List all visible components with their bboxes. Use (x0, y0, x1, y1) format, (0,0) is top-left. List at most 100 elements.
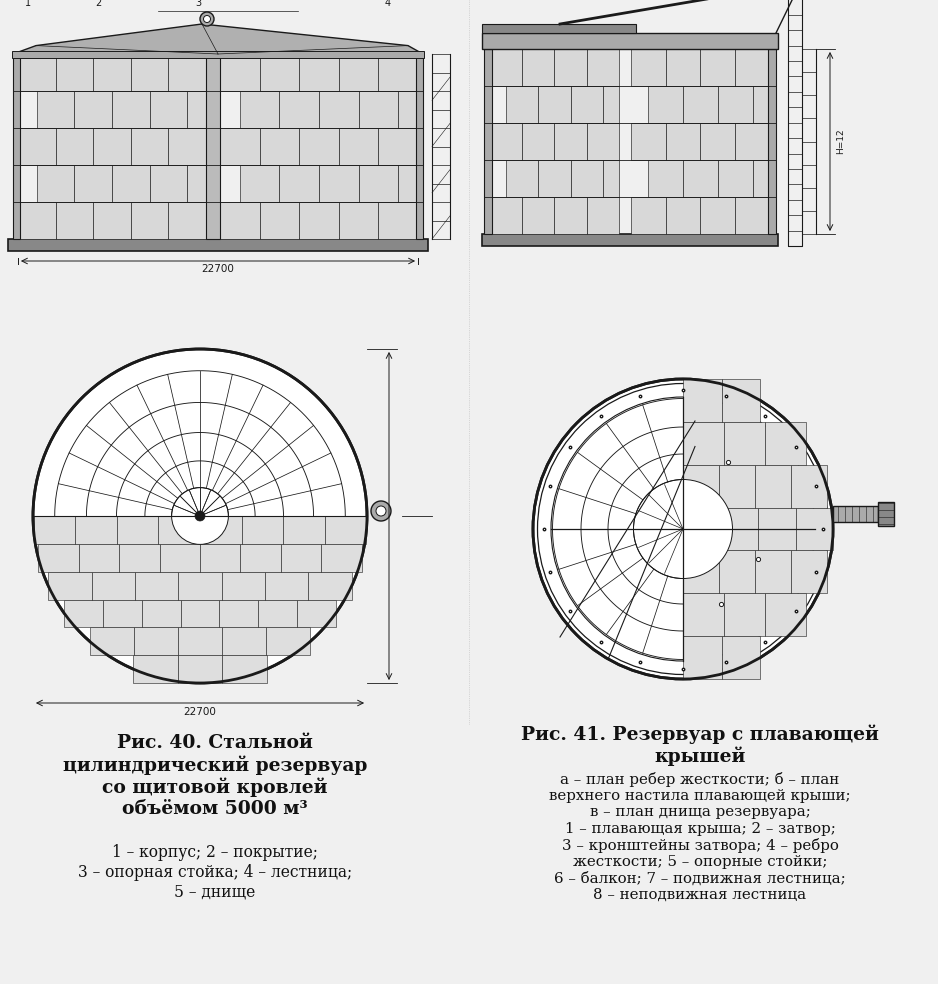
Bar (280, 91, 319, 128)
Bar (339, 54, 378, 91)
Bar (309, 572, 352, 599)
Bar (181, 599, 219, 628)
Bar (630, 123, 666, 160)
Bar (721, 379, 761, 422)
Text: 1 – корпус; 2 – покрытие;
3 – опорная стойка; 4 – лестница;
5 – днище: 1 – корпус; 2 – покрытие; 3 – опорная ст… (78, 844, 352, 900)
Bar (169, 202, 206, 239)
Bar (258, 599, 297, 628)
Bar (240, 544, 280, 572)
Bar (55, 202, 93, 239)
Bar (48, 572, 92, 599)
Circle shape (533, 379, 833, 679)
Bar (755, 464, 791, 508)
Bar (768, 49, 776, 234)
Bar (55, 128, 93, 165)
Bar (586, 123, 619, 160)
Bar (319, 91, 358, 128)
Circle shape (200, 12, 214, 26)
Text: Н=12: Н=12 (836, 129, 845, 154)
Bar (718, 86, 752, 123)
Bar (12, 51, 424, 58)
Bar (133, 655, 178, 683)
Bar (666, 49, 701, 86)
Bar (297, 599, 336, 628)
Bar (159, 544, 200, 572)
Bar (112, 165, 149, 202)
Bar (221, 572, 265, 599)
Bar (222, 655, 266, 683)
Bar (765, 593, 806, 636)
Bar (630, 197, 666, 234)
Bar (416, 54, 423, 239)
Bar (648, 86, 683, 123)
Bar (752, 160, 770, 197)
Bar (135, 572, 178, 599)
Bar (149, 165, 188, 202)
Bar (178, 655, 222, 683)
Bar (188, 91, 206, 128)
Bar (13, 54, 20, 239)
Text: Рис. 41. Резервуар с плавающей
крышей: Рис. 41. Резервуар с плавающей крышей (522, 724, 879, 767)
Bar (788, 0, 802, 246)
Bar (240, 165, 280, 202)
Bar (93, 128, 130, 165)
Bar (718, 160, 752, 197)
Bar (538, 86, 570, 123)
Bar (358, 91, 399, 128)
Text: 22700: 22700 (202, 264, 234, 274)
Bar (117, 516, 159, 544)
Bar (299, 202, 339, 239)
Bar (206, 54, 220, 239)
Bar (18, 54, 55, 91)
Bar (37, 165, 74, 202)
Bar (260, 128, 299, 165)
Bar (719, 550, 755, 593)
Bar (260, 202, 299, 239)
Bar (200, 516, 242, 544)
Bar (683, 86, 718, 123)
Bar (8, 239, 428, 251)
Bar (299, 128, 339, 165)
Bar (130, 128, 169, 165)
Bar (299, 54, 339, 91)
Bar (795, 508, 833, 550)
Bar (74, 91, 112, 128)
Bar (280, 165, 319, 202)
Bar (325, 516, 367, 544)
Text: а – план ребер жесткости; б – план
верхнего настила плавающей крыши;
в – план дн: а – план ребер жесткости; б – план верхн… (549, 772, 851, 902)
Bar (482, 33, 778, 49)
Bar (134, 628, 178, 655)
Bar (719, 464, 755, 508)
Bar (554, 49, 586, 86)
Bar (378, 202, 418, 239)
Bar (93, 54, 130, 91)
Bar (586, 49, 619, 86)
Bar (178, 572, 221, 599)
Bar (522, 49, 554, 86)
Bar (701, 197, 735, 234)
Bar (765, 422, 806, 464)
Text: 4: 4 (385, 0, 391, 8)
Bar (701, 123, 735, 160)
Bar (79, 544, 119, 572)
Text: 2: 2 (95, 0, 101, 8)
Bar (142, 599, 181, 628)
Circle shape (633, 479, 733, 579)
Bar (200, 544, 240, 572)
Bar (666, 197, 701, 234)
Bar (103, 599, 142, 628)
Bar (755, 550, 791, 593)
Bar (242, 516, 283, 544)
Polygon shape (13, 24, 423, 54)
Bar (721, 636, 761, 679)
Bar (507, 160, 538, 197)
Bar (683, 379, 721, 422)
Bar (378, 54, 418, 91)
Bar (89, 628, 134, 655)
Bar (222, 628, 266, 655)
Bar (683, 550, 719, 593)
Bar (720, 508, 758, 550)
Circle shape (376, 506, 386, 516)
Bar (322, 544, 362, 572)
Bar (735, 197, 770, 234)
